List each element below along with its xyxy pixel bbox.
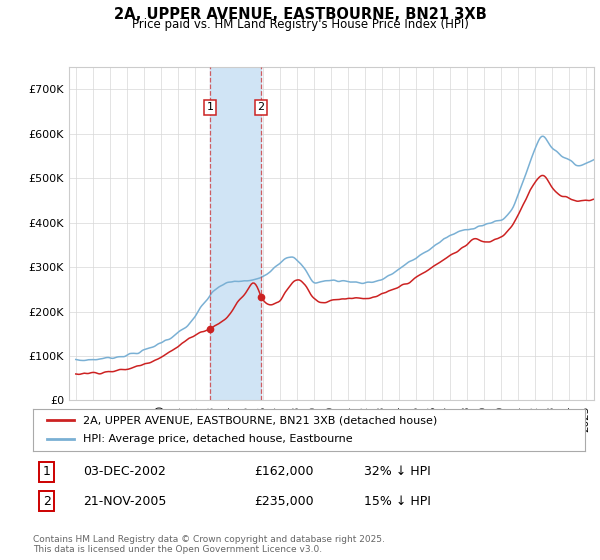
Text: 32% ↓ HPI: 32% ↓ HPI bbox=[364, 465, 431, 478]
Text: 2: 2 bbox=[43, 495, 51, 508]
Text: 21-NOV-2005: 21-NOV-2005 bbox=[83, 495, 166, 508]
Text: 03-DEC-2002: 03-DEC-2002 bbox=[83, 465, 166, 478]
Text: 1: 1 bbox=[43, 465, 51, 478]
Text: £162,000: £162,000 bbox=[254, 465, 313, 478]
Text: 2A, UPPER AVENUE, EASTBOURNE, BN21 3XB: 2A, UPPER AVENUE, EASTBOURNE, BN21 3XB bbox=[113, 7, 487, 22]
Text: 2A, UPPER AVENUE, EASTBOURNE, BN21 3XB (detached house): 2A, UPPER AVENUE, EASTBOURNE, BN21 3XB (… bbox=[83, 415, 437, 425]
Text: Price paid vs. HM Land Registry's House Price Index (HPI): Price paid vs. HM Land Registry's House … bbox=[131, 18, 469, 31]
Text: HPI: Average price, detached house, Eastbourne: HPI: Average price, detached house, East… bbox=[83, 435, 352, 445]
Bar bbox=[211, 67, 260, 400]
Text: £235,000: £235,000 bbox=[254, 495, 313, 508]
Text: 15% ↓ HPI: 15% ↓ HPI bbox=[364, 495, 431, 508]
Text: 2: 2 bbox=[257, 102, 264, 112]
Text: 1: 1 bbox=[207, 102, 214, 112]
Text: Contains HM Land Registry data © Crown copyright and database right 2025.
This d: Contains HM Land Registry data © Crown c… bbox=[33, 535, 385, 554]
